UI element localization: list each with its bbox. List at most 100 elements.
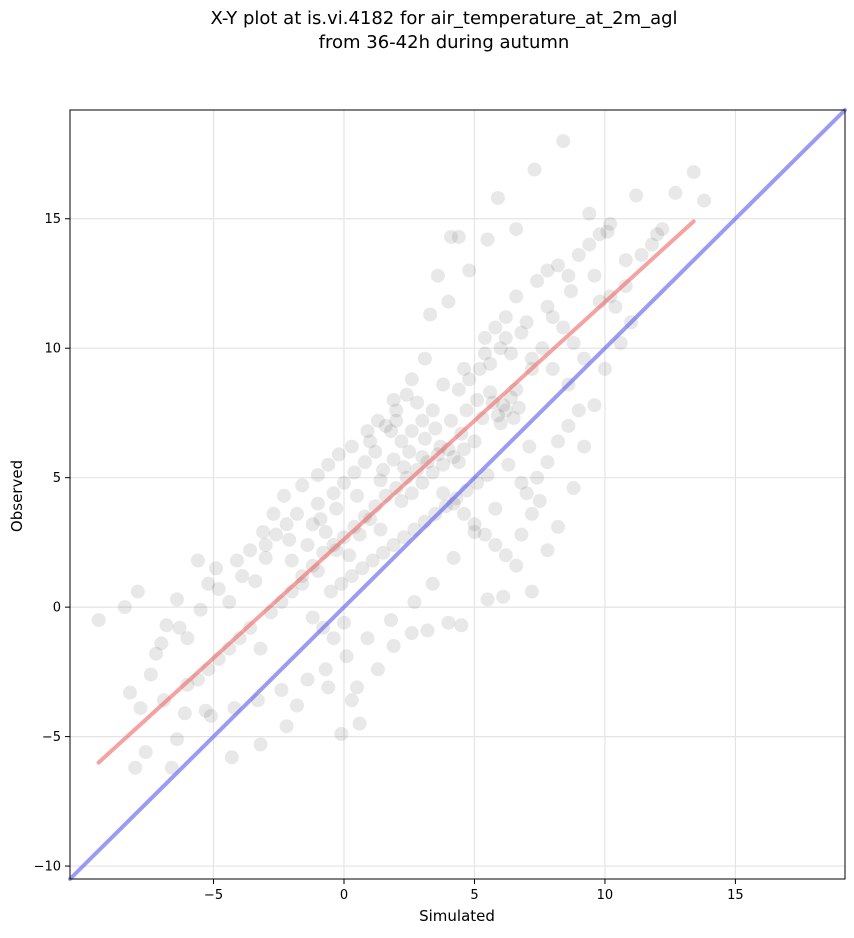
data-point — [603, 216, 618, 231]
data-point — [444, 229, 458, 244]
data-point — [436, 486, 451, 501]
data-point — [386, 393, 401, 407]
data-point — [350, 488, 364, 503]
plot-area-frame — [69, 109, 846, 880]
data-point — [243, 620, 258, 635]
data-point — [274, 683, 289, 697]
data-point — [397, 530, 411, 545]
data-point — [524, 351, 539, 366]
data-point — [269, 527, 284, 542]
data-point — [551, 434, 565, 449]
data-point — [279, 719, 294, 734]
data-point — [470, 393, 485, 407]
data-point — [668, 185, 683, 200]
data-point — [535, 341, 550, 356]
data-point — [498, 330, 513, 345]
data-point — [384, 613, 398, 628]
data-point — [342, 548, 357, 563]
data-point — [326, 631, 341, 646]
data-point — [352, 527, 367, 542]
data-point — [203, 708, 218, 723]
data-point — [483, 385, 498, 400]
data-point — [128, 760, 143, 775]
x-axis-label: Simulated — [419, 907, 495, 925]
data-point — [230, 553, 244, 568]
data-point — [441, 615, 456, 630]
x-tick-label: 15 — [727, 888, 744, 903]
data-point — [551, 258, 565, 273]
data-point — [363, 434, 378, 449]
data-point — [323, 584, 338, 599]
data-point — [201, 576, 216, 591]
data-point — [587, 268, 602, 283]
data-point — [618, 253, 633, 268]
data-point — [597, 361, 612, 376]
data-point — [509, 289, 524, 304]
data-point — [256, 525, 271, 539]
data-point — [318, 662, 333, 677]
data-point — [498, 310, 513, 325]
data-point — [415, 413, 430, 428]
data-point — [222, 595, 237, 609]
data-point — [527, 162, 542, 177]
x-tick-label: 10 — [597, 888, 614, 903]
data-point — [519, 486, 534, 501]
data-point — [386, 639, 401, 653]
data-point — [488, 501, 503, 516]
data-point — [172, 620, 187, 635]
data-point — [386, 452, 401, 467]
data-point — [420, 623, 435, 638]
data-point — [490, 408, 505, 423]
data-point — [514, 475, 529, 490]
data-point — [697, 193, 712, 208]
data-point — [190, 553, 205, 568]
data-point — [355, 561, 370, 576]
data-point — [253, 737, 268, 752]
data-point — [524, 506, 539, 521]
data-point — [329, 501, 344, 516]
data-point — [313, 512, 328, 527]
data-point — [522, 439, 537, 454]
data-point — [477, 330, 492, 345]
data-point — [344, 569, 359, 584]
data-point — [211, 582, 226, 596]
data-point — [193, 602, 208, 617]
x-tick-label: −5 — [204, 888, 223, 903]
data-point — [587, 398, 602, 413]
fit-line — [96, 219, 696, 765]
data-point — [350, 680, 364, 695]
data-point — [425, 576, 440, 591]
data-point — [540, 263, 555, 278]
y-axis-ticks: −10 −5 0 5 10 15 — [34, 212, 70, 875]
data-point — [634, 248, 649, 262]
data-point — [480, 592, 495, 607]
data-point — [582, 237, 597, 252]
data-point — [339, 649, 354, 664]
data-point — [373, 522, 388, 537]
data-point — [277, 488, 291, 503]
data-point — [493, 416, 508, 431]
x-tick-label: 5 — [470, 888, 478, 903]
data-point — [498, 548, 513, 563]
data-point — [454, 618, 469, 633]
y-tick-label: 15 — [44, 212, 61, 227]
data-point — [509, 558, 524, 573]
data-point — [243, 543, 258, 558]
data-point — [357, 455, 372, 470]
data-point — [545, 310, 560, 325]
data-point — [504, 390, 518, 405]
data-point — [566, 481, 581, 495]
data-point — [472, 361, 487, 376]
data-point — [496, 398, 511, 413]
chart-title: X-Y plot at is.vi.4182 for air_temperatu… — [210, 8, 677, 29]
data-point — [138, 745, 153, 760]
data-point — [498, 403, 513, 418]
data-point — [451, 229, 466, 244]
data-point — [130, 584, 145, 599]
data-point — [618, 279, 633, 294]
data-point — [352, 716, 367, 731]
data-point — [444, 413, 458, 428]
data-point — [410, 395, 425, 410]
data-point — [600, 224, 615, 239]
